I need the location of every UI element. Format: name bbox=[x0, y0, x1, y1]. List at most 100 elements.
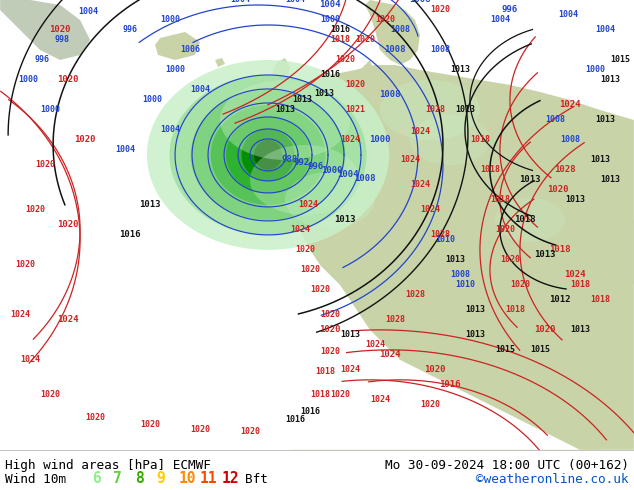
Text: 1004: 1004 bbox=[490, 16, 510, 24]
Polygon shape bbox=[410, 115, 490, 165]
Text: 1018: 1018 bbox=[480, 166, 500, 174]
Polygon shape bbox=[253, 82, 268, 103]
Polygon shape bbox=[250, 145, 360, 215]
Text: 1024: 1024 bbox=[298, 200, 318, 209]
Text: 1013: 1013 bbox=[565, 196, 585, 204]
Text: 1024: 1024 bbox=[340, 135, 360, 145]
Text: 1020: 1020 bbox=[140, 420, 160, 429]
Text: 1013: 1013 bbox=[600, 75, 620, 84]
Text: 1004: 1004 bbox=[160, 125, 180, 134]
Text: 1013: 1013 bbox=[334, 216, 356, 224]
Text: 8: 8 bbox=[135, 471, 144, 486]
Text: High wind areas [hPa] ECMWF: High wind areas [hPa] ECMWF bbox=[5, 459, 211, 472]
Text: 1024: 1024 bbox=[420, 205, 440, 215]
Text: 1004: 1004 bbox=[78, 7, 98, 17]
Polygon shape bbox=[169, 75, 366, 235]
Text: 1020: 1020 bbox=[240, 427, 260, 436]
Text: 1000: 1000 bbox=[142, 96, 162, 104]
Text: 1013: 1013 bbox=[292, 96, 312, 104]
Text: 1024: 1024 bbox=[564, 270, 586, 279]
Text: 1016: 1016 bbox=[330, 25, 350, 34]
Text: 1013: 1013 bbox=[570, 325, 590, 334]
Polygon shape bbox=[285, 172, 375, 228]
Text: 1028: 1028 bbox=[385, 316, 405, 324]
Text: 1013: 1013 bbox=[590, 155, 610, 165]
Polygon shape bbox=[555, 210, 634, 285]
Text: 1020: 1020 bbox=[424, 366, 446, 374]
Text: 1008: 1008 bbox=[560, 135, 580, 145]
Text: 1004: 1004 bbox=[337, 170, 359, 179]
Text: 1013: 1013 bbox=[465, 330, 485, 340]
Text: 1020: 1020 bbox=[547, 185, 569, 195]
Text: 1020: 1020 bbox=[495, 225, 515, 234]
Text: 1016: 1016 bbox=[119, 230, 141, 240]
Polygon shape bbox=[226, 117, 310, 193]
Text: 996: 996 bbox=[502, 5, 518, 15]
Text: 1024: 1024 bbox=[365, 341, 385, 349]
Text: 1020: 1020 bbox=[345, 80, 365, 90]
Polygon shape bbox=[210, 105, 325, 205]
Text: 1018: 1018 bbox=[310, 391, 330, 399]
Text: 1020: 1020 bbox=[355, 35, 375, 45]
Text: 1008: 1008 bbox=[450, 270, 470, 279]
Text: 1020: 1020 bbox=[57, 220, 79, 229]
Polygon shape bbox=[272, 58, 290, 88]
Text: 1015: 1015 bbox=[610, 55, 630, 65]
Text: 1013: 1013 bbox=[139, 200, 161, 209]
Text: 1004: 1004 bbox=[558, 10, 578, 20]
Text: 1024: 1024 bbox=[290, 225, 310, 234]
Text: 1028: 1028 bbox=[430, 230, 450, 240]
Text: 1018: 1018 bbox=[505, 305, 525, 315]
Text: 1013: 1013 bbox=[534, 250, 555, 259]
Text: 1020: 1020 bbox=[335, 55, 355, 65]
Text: 1018: 1018 bbox=[490, 196, 510, 204]
Text: 1000: 1000 bbox=[369, 135, 391, 145]
Text: 1024: 1024 bbox=[559, 100, 581, 109]
Text: 1013: 1013 bbox=[275, 105, 295, 115]
Text: 988: 988 bbox=[282, 155, 298, 164]
Text: 1016: 1016 bbox=[285, 416, 305, 424]
Text: 1016: 1016 bbox=[300, 407, 320, 416]
Text: 992: 992 bbox=[294, 158, 310, 167]
Polygon shape bbox=[220, 80, 350, 160]
Text: 1020: 1020 bbox=[320, 325, 340, 334]
Text: 1013: 1013 bbox=[450, 66, 470, 74]
Text: 1020: 1020 bbox=[300, 266, 320, 274]
Text: 1013: 1013 bbox=[455, 105, 475, 115]
Text: 1006: 1006 bbox=[180, 46, 200, 54]
Text: 1018: 1018 bbox=[590, 295, 610, 304]
Text: 996: 996 bbox=[308, 162, 324, 171]
Text: 1016: 1016 bbox=[320, 71, 340, 79]
Text: 1015: 1015 bbox=[530, 345, 550, 354]
Text: 1008: 1008 bbox=[430, 46, 450, 54]
Polygon shape bbox=[495, 198, 565, 242]
Text: 9: 9 bbox=[157, 471, 165, 486]
Text: 1013: 1013 bbox=[314, 90, 334, 98]
Text: 1024: 1024 bbox=[20, 355, 40, 365]
Text: 1010: 1010 bbox=[455, 280, 475, 290]
Text: 1021: 1021 bbox=[345, 105, 365, 115]
Text: 1008: 1008 bbox=[409, 0, 430, 4]
Text: 1024: 1024 bbox=[10, 310, 30, 319]
Text: 1020: 1020 bbox=[500, 255, 520, 265]
Text: 998: 998 bbox=[55, 35, 70, 45]
Text: 1020: 1020 bbox=[320, 310, 340, 319]
Text: ©weatheronline.co.uk: ©weatheronline.co.uk bbox=[476, 473, 629, 486]
Text: 1020: 1020 bbox=[375, 16, 395, 24]
Text: 1004: 1004 bbox=[595, 25, 615, 34]
Text: 1024: 1024 bbox=[370, 395, 390, 404]
Text: 7: 7 bbox=[113, 471, 122, 486]
Text: 1013: 1013 bbox=[445, 255, 465, 265]
Text: 1020: 1020 bbox=[35, 160, 55, 170]
Text: 11: 11 bbox=[200, 471, 217, 486]
Polygon shape bbox=[0, 0, 90, 60]
Text: 1000: 1000 bbox=[321, 166, 343, 175]
Text: 1020: 1020 bbox=[40, 391, 60, 399]
Polygon shape bbox=[380, 80, 480, 140]
Text: 1028: 1028 bbox=[425, 105, 445, 115]
Polygon shape bbox=[147, 60, 389, 250]
Polygon shape bbox=[285, 65, 634, 450]
Text: 1000: 1000 bbox=[165, 66, 185, 74]
Text: 1018: 1018 bbox=[315, 368, 335, 376]
Text: 1004: 1004 bbox=[285, 0, 305, 4]
